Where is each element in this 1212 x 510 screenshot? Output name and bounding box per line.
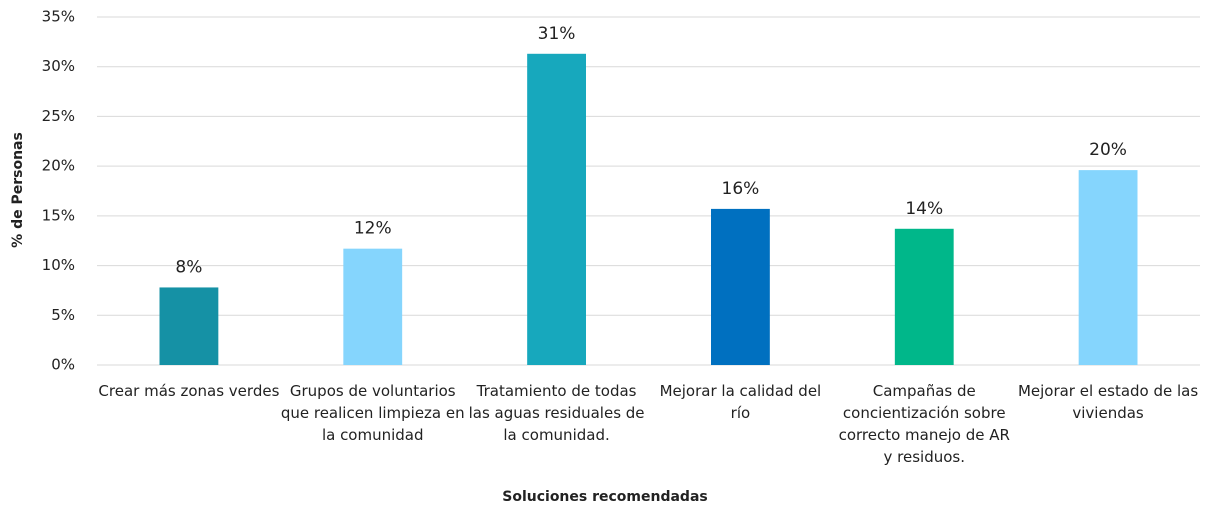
data-label: 8% (175, 257, 202, 277)
data-label: 16% (722, 179, 760, 199)
x-tick-label: Tratamiento de todas las aguas residuale… (468, 382, 645, 444)
y-tick-label: 35% (42, 8, 75, 26)
data-label: 14% (905, 199, 943, 219)
bar (711, 208, 770, 365)
y-axis-title: % de Personas (10, 132, 26, 248)
data-label: 12% (354, 219, 392, 239)
y-tick-label: 0% (51, 356, 75, 374)
x-axis-title: Soluciones recomendadas (502, 489, 708, 505)
bar (159, 287, 219, 365)
y-tick-label: 20% (42, 157, 75, 175)
y-tick-label: 30% (42, 57, 75, 75)
bar (527, 53, 586, 365)
x-tick-label: Mejorar la calidad del río (659, 382, 822, 422)
x-tick-label: Grupos de voluntarios que realicen limpi… (280, 382, 465, 444)
y-tick-label: 10% (42, 256, 75, 274)
bar (894, 228, 954, 365)
x-tick-label: Mejorar el estado de las viviendas (1017, 382, 1199, 422)
bar (343, 248, 403, 365)
data-label: 31% (538, 24, 576, 44)
bar (1078, 170, 1138, 365)
x-tick-label: Campañas de concientización sobre correc… (838, 382, 1010, 466)
y-tick-label: 15% (42, 206, 75, 224)
y-tick-label: 25% (42, 107, 75, 125)
y-tick-label: 5% (51, 306, 75, 324)
data-label: 20% (1089, 140, 1127, 160)
x-tick-label: Crear más zonas verdes (98, 382, 280, 400)
